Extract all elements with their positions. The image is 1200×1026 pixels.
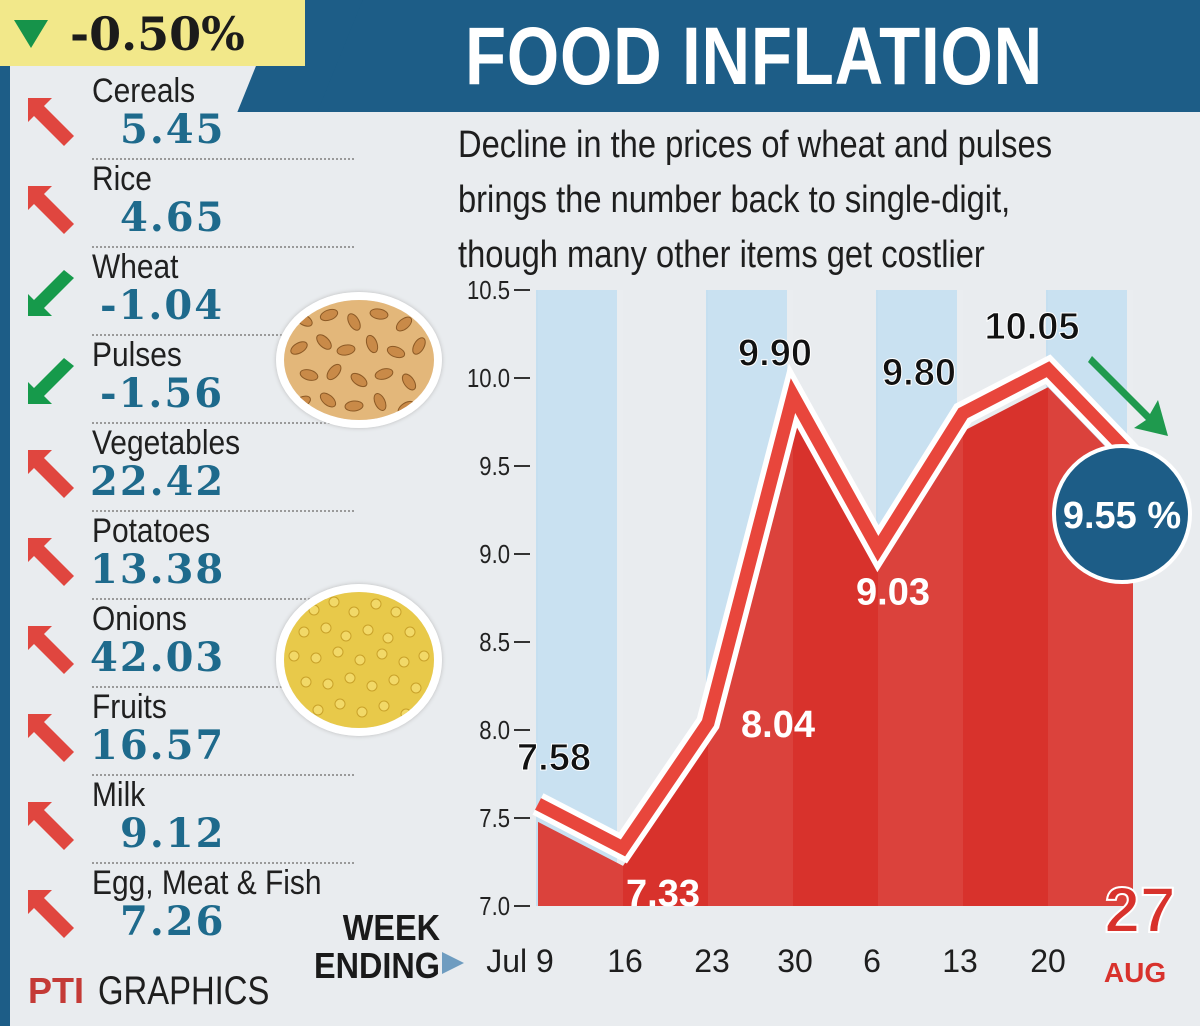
down-trend-arrow-icon bbox=[22, 266, 80, 324]
wheat-grains-image bbox=[276, 292, 442, 428]
down-arrow-icon bbox=[1088, 356, 1168, 436]
commodity-name: Egg, Meat & Fish bbox=[92, 864, 322, 902]
divider bbox=[92, 334, 354, 336]
x-tick-label: 30 bbox=[777, 943, 813, 979]
commodity-name: Vegetables bbox=[92, 424, 241, 462]
commodity-item: Fruits 16.57 bbox=[14, 688, 354, 776]
commodity-name: Milk bbox=[92, 776, 146, 814]
data-label: 9.03 bbox=[856, 572, 930, 614]
x-tick-label: Jul 9 bbox=[486, 943, 554, 979]
up-trend-arrow-icon bbox=[22, 90, 80, 148]
latest-value-label: 9.55 % bbox=[1063, 495, 1181, 537]
y-tick-label: 10.0 bbox=[467, 364, 510, 393]
subtitle-line: though many other items get costlier bbox=[458, 234, 985, 276]
commodity-value: 5.45 bbox=[120, 106, 226, 153]
commodity-value: 22.42 bbox=[90, 458, 226, 505]
data-label: 9.80 bbox=[882, 352, 956, 394]
commodity-value: 7.26 bbox=[120, 898, 226, 945]
commodity-name: Cereals bbox=[92, 72, 196, 110]
commodity-item: Milk 9.12 bbox=[14, 776, 354, 864]
commodity-item: Onions 42.03 bbox=[14, 600, 354, 688]
commodity-item: Rice 4.65 bbox=[14, 160, 354, 248]
up-trend-arrow-icon bbox=[22, 882, 80, 940]
brand-graphics: GRAPHICS bbox=[98, 969, 270, 1013]
up-trend-arrow-icon bbox=[22, 530, 80, 588]
overall-change-value: -0.50% bbox=[70, 7, 245, 61]
commodity-item: Cereals 5.45 bbox=[14, 72, 354, 160]
up-trend-arrow-icon bbox=[22, 618, 80, 676]
left-accent-bar bbox=[0, 0, 10, 1026]
y-tick-label: 9.5 bbox=[479, 452, 510, 481]
up-trend-arrow-icon bbox=[22, 794, 80, 852]
down-triangle-icon bbox=[14, 20, 48, 48]
commodity-value: 13.38 bbox=[90, 546, 226, 593]
data-label: 7.58 bbox=[517, 737, 591, 779]
commodity-item: Wheat -1.04 bbox=[14, 248, 354, 336]
commodity-name: Pulses bbox=[92, 336, 182, 374]
overall-change-box: -0.50% bbox=[0, 0, 305, 66]
divider bbox=[92, 422, 354, 424]
y-tick-label: 7.5 bbox=[479, 804, 510, 833]
x-tick-label: 23 bbox=[694, 943, 730, 979]
x-tick-label: 20 bbox=[1030, 943, 1066, 979]
divider bbox=[92, 862, 354, 864]
x-tick-label: 27 bbox=[1104, 874, 1175, 946]
up-trend-arrow-icon bbox=[22, 706, 80, 764]
commodity-item: Pulses -1.56 bbox=[14, 336, 354, 424]
x-tick-label: 13 bbox=[942, 943, 978, 979]
ending-label: ENDING bbox=[313, 945, 440, 986]
subtitle-line: brings the number back to single-digit, bbox=[458, 179, 1011, 221]
commodity-value: -1.56 bbox=[100, 370, 225, 417]
brand-logo: PTI GRAPHICS bbox=[28, 966, 276, 1018]
subtitle-line: Decline in the prices of wheat and pulse… bbox=[458, 124, 1053, 166]
pulses-image bbox=[276, 584, 442, 736]
week-label: WEEK bbox=[342, 907, 440, 948]
x-tick-label: 6 bbox=[863, 943, 881, 979]
headline-band bbox=[300, 0, 1200, 112]
divider bbox=[92, 686, 354, 688]
commodity-item: Vegetables 22.42 bbox=[14, 424, 354, 512]
divider bbox=[92, 246, 354, 248]
latest-value-bubble bbox=[1052, 444, 1192, 584]
y-tick-label: 9.0 bbox=[479, 540, 510, 569]
headline-title: FOOD INFLATION bbox=[465, 11, 1043, 102]
up-trend-arrow-icon bbox=[22, 178, 80, 236]
commodity-name: Wheat bbox=[92, 248, 179, 286]
up-trend-arrow-icon bbox=[22, 442, 80, 500]
data-label: 10.05 bbox=[984, 306, 1079, 348]
y-tick-label: 7.0 bbox=[479, 892, 510, 921]
down-trend-arrow-icon bbox=[22, 354, 80, 412]
commodity-name: Rice bbox=[92, 160, 152, 198]
month-label: AUG bbox=[1104, 957, 1166, 988]
data-label: 9.90 bbox=[738, 333, 812, 375]
commodity-name: Onions bbox=[92, 600, 187, 638]
series-line bbox=[535, 361, 1138, 857]
subtitle: Decline in the prices of wheat and pulse… bbox=[458, 118, 1060, 283]
brand-pti: PTI bbox=[28, 970, 85, 1011]
y-tick-label: 10.5 bbox=[467, 276, 510, 305]
y-tick-label: 8.5 bbox=[479, 628, 510, 657]
commodity-value: -1.04 bbox=[100, 282, 225, 329]
commodity-value: 42.03 bbox=[90, 634, 226, 681]
commodity-item: Egg, Meat & Fish 7.26 bbox=[14, 864, 354, 952]
divider bbox=[92, 774, 354, 776]
commodity-name: Potatoes bbox=[92, 512, 211, 550]
commodity-item: Potatoes 13.38 bbox=[14, 512, 354, 600]
divider bbox=[92, 158, 354, 160]
commodity-name: Fruits bbox=[92, 688, 167, 726]
week-pointer-icon bbox=[442, 952, 464, 974]
commodity-value: 16.57 bbox=[90, 722, 226, 769]
data-label: 8.04 bbox=[741, 704, 815, 746]
commodity-value: 9.12 bbox=[120, 810, 226, 857]
x-tick-label: 16 bbox=[607, 943, 643, 979]
area-column-shade bbox=[878, 290, 963, 906]
commodity-value: 4.65 bbox=[120, 194, 226, 241]
y-tick-label: 8.0 bbox=[479, 716, 510, 745]
area-fill bbox=[538, 387, 1133, 906]
data-label: 7.33 bbox=[626, 873, 700, 915]
divider bbox=[92, 598, 354, 600]
divider bbox=[92, 510, 354, 512]
